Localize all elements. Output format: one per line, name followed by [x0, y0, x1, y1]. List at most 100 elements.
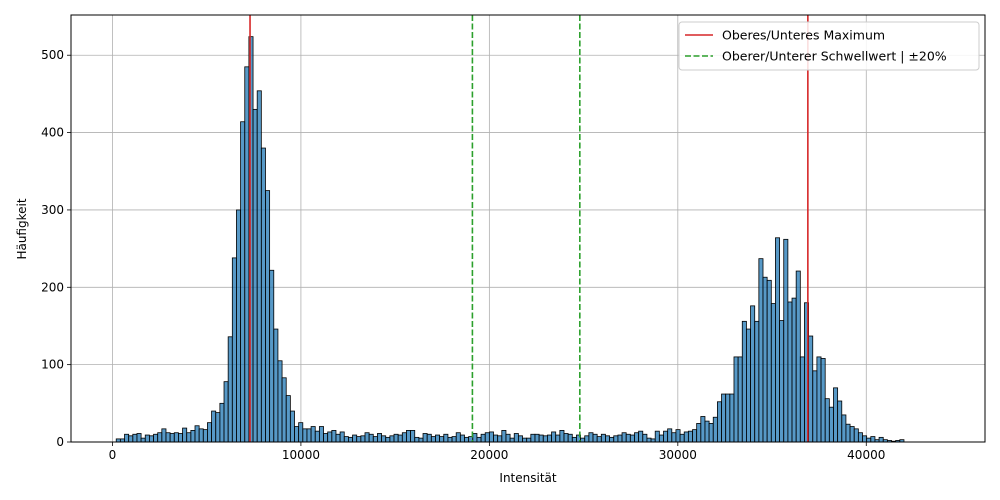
histogram-bar [833, 387, 839, 443]
x-axis-label: Intensität [499, 471, 556, 485]
legend-label-maximum: Oberes/Unteres Maximum [722, 28, 885, 43]
histogram-bar [310, 426, 316, 443]
histogram-bar [563, 433, 569, 443]
marker-lines [249, 15, 809, 442]
histogram-bar [770, 303, 776, 443]
histogram-bar [667, 428, 673, 443]
histogram-bar [128, 435, 134, 443]
histogram-bar [787, 301, 793, 443]
histogram-bar [555, 434, 561, 443]
histogram-bar [124, 433, 130, 443]
histogram-bar [663, 430, 669, 443]
histogram-bar [584, 435, 590, 443]
histogram-bar [725, 393, 731, 443]
histogram-bar [348, 436, 353, 443]
x-tick-label: 0 [109, 448, 117, 462]
histogram-bar [223, 381, 229, 443]
histogram-bar [729, 393, 735, 443]
histogram-bar [435, 434, 441, 443]
histogram-bar [381, 435, 387, 443]
histogram-bar [754, 320, 760, 443]
histogram-bar [596, 436, 602, 443]
histogram-bar [439, 436, 445, 443]
histogram-bar [766, 279, 772, 443]
grid [71, 15, 985, 443]
histogram-bar [741, 320, 747, 443]
histogram-bar [538, 434, 544, 443]
histogram-bar [231, 257, 237, 443]
histogram-bar [368, 433, 374, 443]
histogram-bar [505, 433, 511, 443]
histogram-bar [285, 395, 291, 443]
histogram-bar [356, 436, 362, 443]
y-tick-label: 400 [41, 126, 64, 140]
histogram-bar [178, 433, 183, 443]
histogram-bar [625, 433, 631, 443]
histogram-bar [779, 320, 785, 443]
histogram-bar [497, 435, 503, 443]
histogram-bar [750, 305, 756, 443]
histogram-bar [530, 433, 536, 443]
histogram-bar [269, 269, 275, 443]
histogram-bar [198, 428, 204, 443]
histogram-bar [716, 401, 722, 443]
histogram-bar [352, 434, 358, 443]
legend-label-threshold: Oberer/Unterer Schwellwert | ±20% [722, 49, 947, 64]
histogram-bar [828, 406, 834, 443]
histogram-bar [393, 433, 399, 443]
histogram-bar [812, 370, 818, 443]
histogram-bar [306, 428, 312, 443]
histogram-bar [211, 410, 217, 443]
histogram-bar [157, 432, 163, 443]
histogram-bar [775, 237, 780, 443]
histogram-bar [240, 121, 246, 443]
histogram-bar [609, 436, 615, 443]
histogram-bar [406, 429, 411, 443]
histogram-bar [534, 433, 540, 443]
histogram-bar [600, 433, 606, 443]
histogram-bar [642, 433, 648, 443]
legend-box [678, 21, 980, 71]
x-tick-label: 40000 [847, 448, 885, 462]
histogram-bar [451, 436, 457, 443]
histogram-bar [551, 431, 557, 443]
histogram-bar [517, 435, 523, 443]
histogram-bar [712, 416, 718, 443]
histogram-bar [617, 434, 623, 443]
histogram-bar [592, 433, 598, 443]
histogram-bar [256, 90, 262, 443]
histogram-bar [621, 432, 627, 443]
histogram-bar [841, 414, 847, 443]
histogram-bar [140, 437, 146, 443]
histogram-bar [447, 436, 453, 443]
histogram-bar [207, 422, 212, 443]
histogram-bar [613, 435, 619, 443]
histogram-bar [629, 434, 635, 443]
histogram-bar [148, 435, 154, 443]
histogram-bar [683, 431, 689, 443]
histogram-bar [314, 430, 320, 443]
histogram-bar [762, 276, 768, 443]
histogram-bar [692, 429, 698, 443]
histogram-bar [571, 436, 577, 443]
histogram-bar [758, 258, 764, 443]
histogram-bar [845, 423, 851, 443]
histogram-bar [165, 432, 171, 443]
histogram-bar [132, 433, 138, 443]
histogram-bar [509, 437, 515, 443]
histogram-bar [588, 432, 594, 443]
histogram-bar [219, 402, 225, 443]
histogram-bar [327, 431, 333, 443]
histogram-bar [580, 437, 586, 443]
histogram-bar [862, 435, 868, 443]
histogram-bar [426, 433, 432, 443]
histogram-bar [397, 434, 403, 443]
histogram-bar [646, 437, 652, 443]
y-tick-label: 0 [56, 435, 64, 449]
histogram-bar [791, 297, 797, 443]
histogram-bar [360, 435, 366, 443]
histogram-bar [277, 360, 283, 443]
axis-ticks: 0 10000 20000 30000 40000 0 100 200 300 400 500 [41, 48, 885, 462]
histogram-bar [389, 435, 395, 443]
histogram-bar [236, 209, 242, 443]
